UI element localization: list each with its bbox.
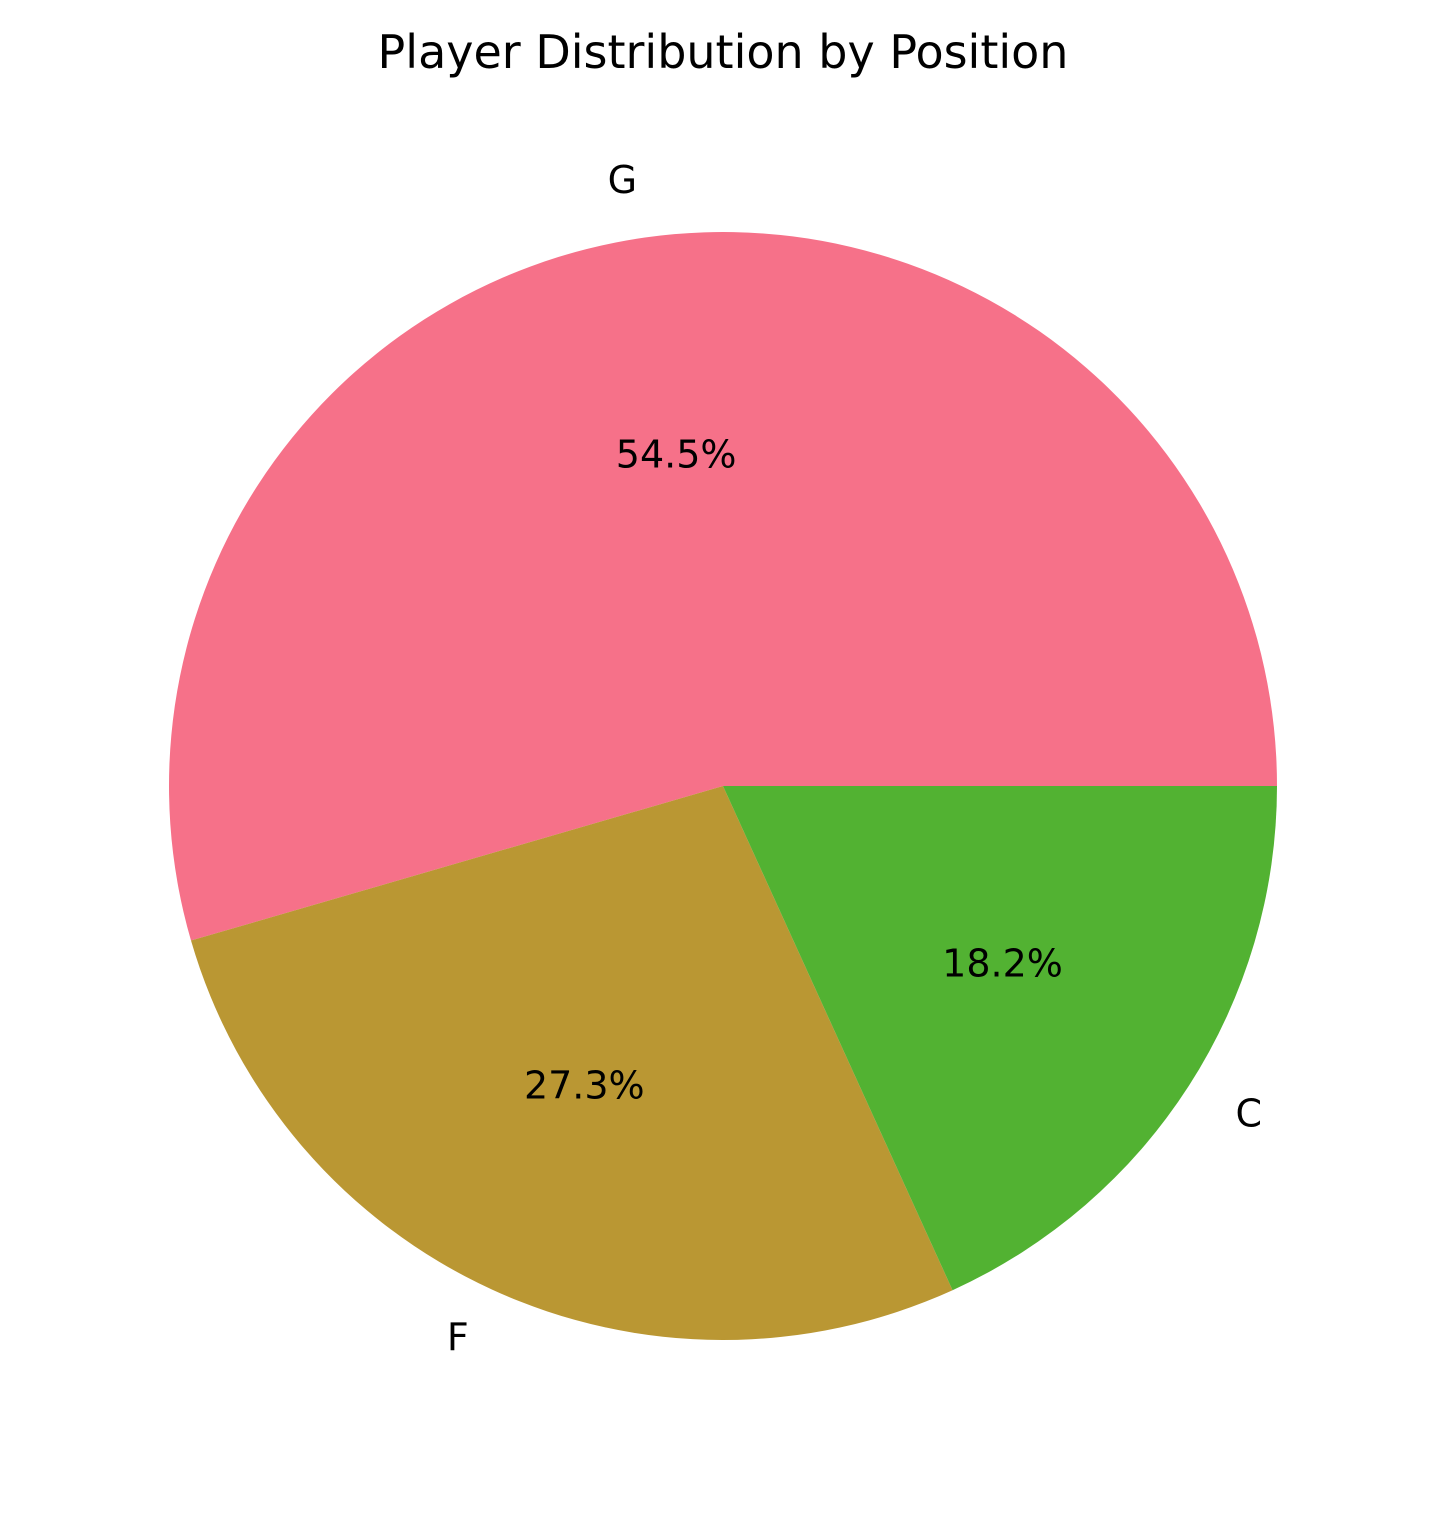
pie-slice-g (169, 232, 1277, 941)
category-label-c: C (1235, 1091, 1262, 1135)
percent-label-f: 27.3% (524, 1064, 645, 1108)
pie-slice-c (723, 786, 1277, 1291)
pie-labels: G 54.5% F 27.3% C 18.2% (447, 158, 1262, 1359)
pie-slices (169, 232, 1277, 1340)
chart-title: Player Distribution by Position (378, 25, 1069, 79)
pie-slice-f (190, 786, 953, 1340)
category-label-f: F (447, 1315, 469, 1359)
category-label-g: G (608, 158, 637, 202)
percent-label-c: 18.2% (942, 941, 1063, 985)
percent-label-g: 54.5% (616, 432, 737, 476)
